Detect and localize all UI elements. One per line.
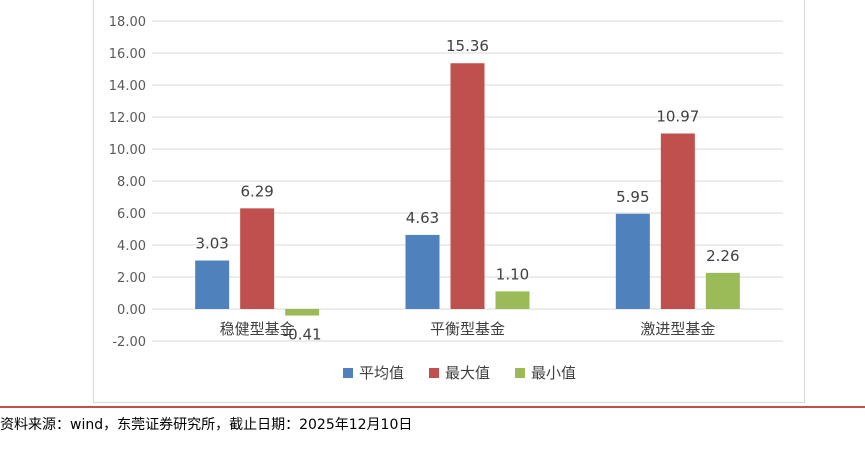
data-label: 15.36 <box>446 37 489 55</box>
bar <box>450 63 485 309</box>
legend-swatch <box>515 368 525 378</box>
data-label: 3.03 <box>195 235 228 253</box>
bar <box>240 208 275 309</box>
y-tick-label: 4.00 <box>117 239 146 254</box>
y-tick-label: 18.00 <box>109 15 146 30</box>
data-label: 4.63 <box>406 209 439 227</box>
y-tick-label: 6.00 <box>117 207 146 222</box>
legend-swatch <box>429 368 439 378</box>
x-tick-label: 激进型基金 <box>640 320 715 338</box>
data-label: 10.97 <box>656 107 699 125</box>
y-tick-label: 0.00 <box>117 303 146 318</box>
y-tick-label: 12.00 <box>109 111 146 126</box>
bar <box>495 291 530 309</box>
y-tick-label: 8.00 <box>117 175 146 190</box>
bar <box>615 213 650 309</box>
y-tick-label: 16.00 <box>109 47 146 62</box>
legend-label: 平均值 <box>359 364 404 382</box>
legend-label: 最大值 <box>445 364 490 382</box>
bar <box>705 272 740 309</box>
y-tick-label: -2.00 <box>112 335 146 350</box>
data-label: 1.10 <box>496 265 529 283</box>
bar <box>660 133 695 309</box>
y-tick-label: 14.00 <box>109 79 146 94</box>
bar-chart: -2.00 0.00 2.00 4.00 6.00 8.00 10.00 12.00 14.00… <box>109 15 783 382</box>
y-tick-label: 10.00 <box>109 143 146 158</box>
legend-swatch <box>343 368 353 378</box>
bar <box>195 260 230 309</box>
data-label: -0.41 <box>283 326 322 344</box>
data-label: 5.95 <box>616 188 649 206</box>
data-label: 2.26 <box>706 247 739 265</box>
divider-line <box>0 406 865 408</box>
bar <box>285 309 320 316</box>
x-tick-label: 稳健型基金 <box>220 320 295 338</box>
data-label: 6.29 <box>240 182 273 200</box>
source-note: 资料来源：wind，东莞证券研究所，截止日期：2025年12月10日 <box>0 417 413 433</box>
x-tick-label: 平衡型基金 <box>430 320 505 338</box>
legend-label: 最小值 <box>531 364 576 382</box>
y-tick-label: 2.00 <box>117 271 146 286</box>
bar <box>405 234 440 309</box>
